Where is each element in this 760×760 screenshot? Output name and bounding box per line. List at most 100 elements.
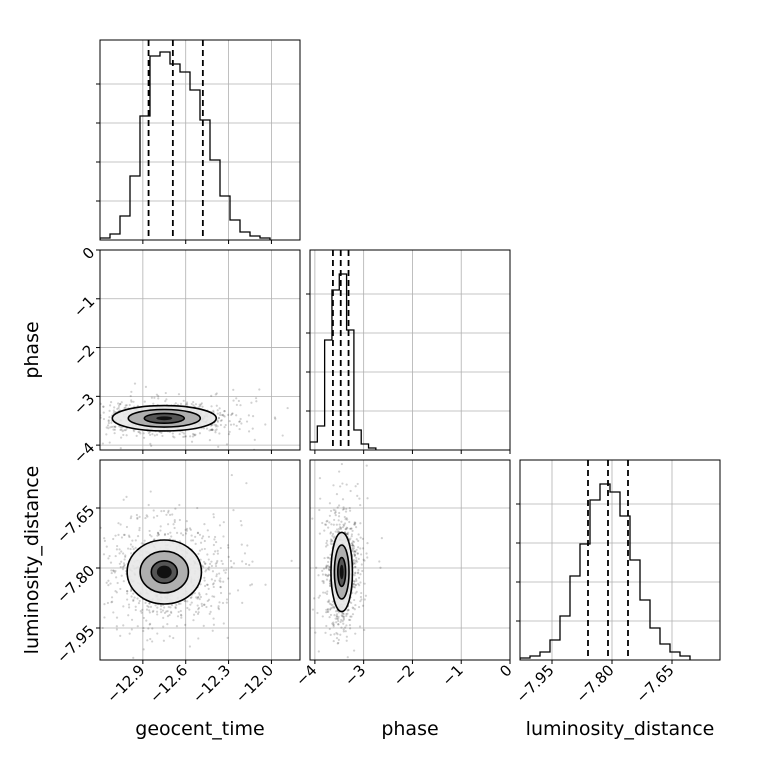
scatter-point	[342, 628, 345, 631]
scatter-point	[166, 622, 169, 626]
scatter-point	[113, 406, 116, 409]
y-tick-label: 0	[79, 244, 98, 263]
scatter-point	[85, 555, 87, 557]
contour-line	[139, 550, 190, 594]
y-axis-title: luminosity_distance	[21, 466, 43, 655]
scatter-point	[359, 547, 362, 550]
scatter-point	[97, 538, 99, 540]
scatter-point	[125, 434, 128, 437]
scatter-point	[345, 507, 348, 511]
scatter-point	[62, 459, 64, 461]
scatter-point	[115, 625, 118, 628]
scatter-point	[251, 560, 254, 563]
scatter-point	[216, 420, 220, 423]
scatter-point	[87, 532, 89, 534]
scatter-point	[218, 579, 221, 582]
scatter-point	[328, 502, 332, 505]
scatter-point	[346, 612, 349, 615]
scatter-point	[80, 419, 82, 421]
scatter-point	[50, 671, 52, 673]
scatter-point	[353, 554, 357, 557]
scatter-point	[124, 554, 127, 557]
scatter-point	[205, 605, 208, 609]
scatter-point	[148, 623, 151, 626]
scatter-point	[218, 407, 221, 410]
scatter-point	[117, 406, 120, 409]
scatter-point	[70, 423, 72, 425]
scatter-point	[330, 606, 333, 610]
scatter-point	[353, 553, 357, 556]
scatter-point	[185, 527, 189, 530]
scatter-point	[117, 522, 120, 525]
scatter-point	[112, 428, 115, 431]
scatter-point	[39, 423, 41, 425]
scatter-point	[151, 610, 154, 613]
scatter-point	[350, 527, 353, 530]
scatter-point	[264, 423, 267, 426]
scatter-point	[119, 634, 122, 637]
scatter-point	[321, 573, 325, 576]
y-tick-label: −2	[70, 341, 98, 369]
scatter-point	[157, 394, 160, 398]
scatter-point	[345, 517, 348, 520]
scatter-point	[318, 532, 322, 535]
scatter-point	[66, 575, 68, 577]
scatter-point	[239, 417, 242, 421]
scatter-point	[140, 611, 143, 614]
scatter-point	[324, 631, 327, 634]
x-tick-label: −12.9	[103, 661, 148, 706]
y-tick-label: −4	[70, 439, 98, 467]
scatter-point	[348, 624, 352, 627]
scatter-point	[332, 523, 335, 526]
scatter-point	[173, 519, 176, 522]
scatter-point	[103, 616, 106, 619]
scatter-point	[341, 620, 344, 623]
scatter-point	[184, 435, 188, 438]
scatter-point	[114, 554, 117, 558]
scatter-point	[326, 608, 329, 612]
scatter-point	[230, 565, 233, 569]
scatter-point	[355, 548, 358, 552]
scatter-point	[105, 545, 108, 548]
scatter-point	[135, 434, 138, 437]
scatter-point	[349, 618, 352, 622]
scatter-point	[219, 419, 222, 422]
scatter-point	[354, 571, 357, 574]
scatter-point	[151, 627, 154, 630]
scatter-point	[329, 538, 333, 541]
scatter-point	[353, 586, 357, 589]
scatter-point	[325, 542, 328, 545]
x-tick-label: −12.6	[146, 661, 191, 706]
scatter-point	[353, 550, 356, 553]
scatter-point	[118, 402, 122, 406]
scatter-point	[357, 576, 361, 579]
scatter-point	[183, 432, 186, 435]
scatter-point	[96, 414, 98, 416]
scatter-point	[363, 582, 366, 585]
scatter-point	[204, 570, 207, 573]
scatter-point	[144, 385, 148, 389]
scatter-point	[334, 509, 337, 512]
scatter-point	[345, 532, 349, 535]
scatter-point	[130, 399, 133, 402]
scatter-point	[206, 529, 209, 532]
scatter-point	[219, 591, 223, 595]
scatter-point	[218, 524, 222, 527]
scatter-point	[219, 411, 222, 415]
scatter-point	[119, 426, 122, 429]
scatter-point	[189, 596, 192, 600]
scatter-point	[329, 607, 332, 610]
scatter-point	[337, 519, 340, 522]
scatter-point	[193, 434, 196, 437]
scatter-point	[357, 539, 360, 542]
scatter-point	[119, 523, 122, 526]
scatter-point	[225, 443, 229, 446]
scatter-point	[359, 573, 362, 576]
scatter-point	[196, 597, 199, 600]
scatter-point	[163, 532, 167, 536]
scatter-point	[352, 550, 355, 553]
scatter-point	[346, 656, 349, 659]
scatter-point	[328, 616, 331, 619]
scatter-point	[198, 533, 202, 536]
scatter-point	[142, 436, 146, 439]
